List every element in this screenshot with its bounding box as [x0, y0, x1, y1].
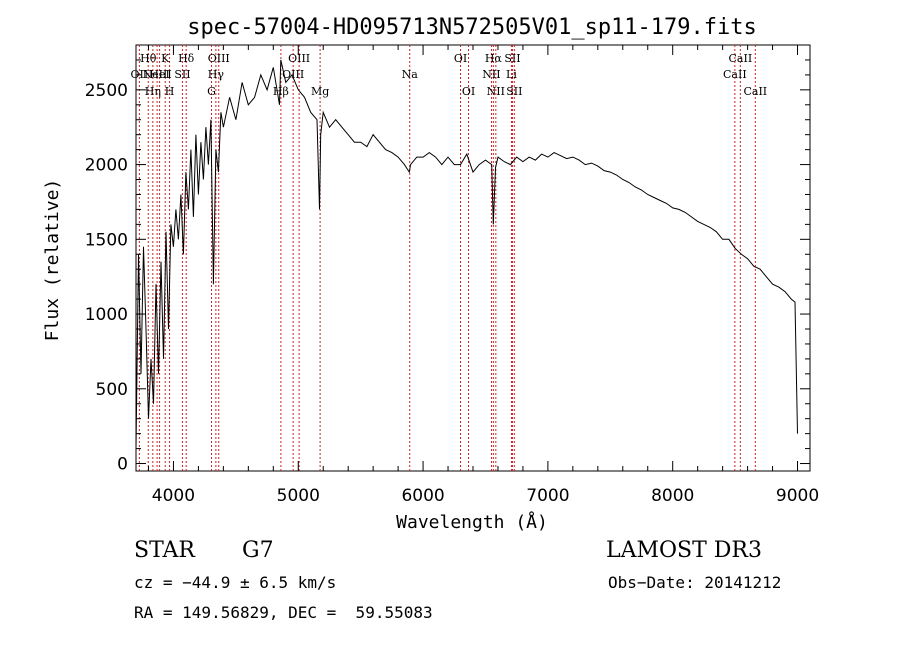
object-subclass: G7: [242, 538, 274, 563]
observation-date: Obs−Date: 20141212: [608, 573, 782, 592]
spectral-line-label-7: SII: [174, 68, 190, 81]
spectral-line-label-1: Hθ: [140, 52, 157, 65]
flux-series-line: [135, 59, 798, 449]
spectral-line-label-17: OI: [454, 52, 467, 65]
spectral-line-label-8: Hδ: [178, 52, 195, 65]
spectral-line-label-15: Mg: [311, 85, 329, 98]
spectral-line-label-11: OIII: [208, 52, 230, 65]
y-tick-label-3: 1500: [85, 230, 128, 250]
spectral-line-label-9: G: [207, 85, 216, 98]
plot-frame: [135, 44, 811, 472]
spectral-line-labels: OIIHθHηNeIIIHeIKHSIIHδGHγOIIIHβOIIIOIIIM…: [131, 52, 768, 98]
spectral-line-label-25: CaII: [723, 68, 747, 81]
spectral-line-label-6: H: [165, 85, 175, 98]
x-tick-label-1: 5000: [277, 486, 320, 506]
spectral-line-label-2: Hη: [145, 85, 161, 98]
spectral-line-label-13: OIII: [282, 68, 304, 81]
object-class: STAR: [134, 538, 195, 563]
y-tick-label-1: 500: [96, 380, 128, 400]
ra-dec-coordinates: RA = 149.56829, DEC = 59.55083: [134, 603, 433, 622]
x-tick-label-5: 9000: [776, 486, 819, 506]
x-tick-label-0: 4000: [152, 486, 195, 506]
spectral-line-label-3: NeIII: [143, 68, 172, 81]
spectral-line-label-23: SII: [506, 85, 522, 98]
x-tick-label-2: 6000: [401, 486, 444, 506]
y-axis-label: Flux (relative): [42, 179, 63, 342]
spectral-line-label-4: HeI: [149, 68, 169, 81]
y-tick-label-0: 0: [117, 455, 128, 475]
x-tick-label-3: 7000: [526, 486, 569, 506]
spectral-line-label-20: Hα: [485, 52, 503, 65]
spectral-line-markers: [138, 45, 756, 471]
spectral-line-label-14: OIII: [288, 52, 310, 65]
x-axis-ticks: 4000 5000 6000 7000 8000 9000: [147, 45, 819, 506]
x-tick-label-4: 8000: [651, 486, 694, 506]
y-tick-label-2: 1000: [85, 305, 128, 325]
chart-title: spec-57004-HD095713N572505V01_sp11-179.f…: [187, 15, 757, 40]
spectral-line-label-10: Hγ: [208, 68, 225, 81]
spectral-line-label-16: Na: [402, 68, 419, 81]
spectral-line-label-19: NII: [482, 68, 500, 81]
spectral-line-label-12: Hβ: [273, 85, 289, 98]
y-axis-ticks: 0 500 1000 1500 2000 2500: [85, 59, 810, 475]
x-axis-label: Wavelength (Å): [396, 511, 548, 533]
spectral-line-label-26: CaII: [729, 52, 753, 65]
spectral-line-label-18: OI: [462, 85, 475, 98]
redshift-velocity: cz = −44.9 ± 6.5 km/s: [134, 573, 337, 592]
spectral-line-label-22: SII: [504, 52, 520, 65]
survey-name: LAMOST DR3: [606, 538, 762, 563]
y-tick-label-5: 2500: [85, 81, 128, 101]
y-tick-label-4: 2000: [85, 156, 128, 176]
spectral-line-label-24: Li: [506, 68, 517, 81]
spectral-line-label-27: CaII: [743, 85, 767, 98]
spectral-line-label-21: NII: [487, 85, 505, 98]
spectral-line-label-5: K: [161, 52, 170, 65]
